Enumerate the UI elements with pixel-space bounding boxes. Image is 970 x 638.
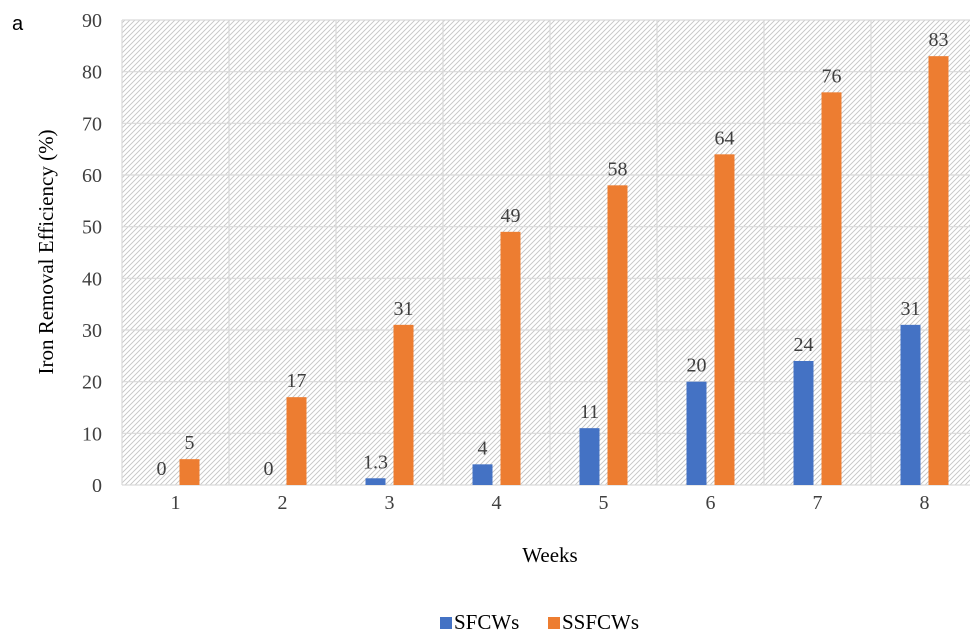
data-label: 64 <box>715 127 735 149</box>
bar-ssfcws <box>286 397 307 485</box>
x-tick-label: 1 <box>171 492 181 514</box>
bar-sfcws <box>686 381 707 485</box>
bar-sfcws <box>900 324 921 485</box>
y-tick-label: 70 <box>82 113 102 135</box>
legend-swatch <box>548 617 560 629</box>
data-label: 31 <box>394 298 414 320</box>
x-tick-label: 8 <box>920 492 930 514</box>
bar-ssfcws <box>179 459 200 485</box>
data-label: 20 <box>687 355 707 377</box>
x-tick-label: 3 <box>385 492 395 514</box>
y-axis-ticks: 0 10 20 30 40 50 60 70 80 90 <box>82 10 102 497</box>
x-tick-label: 6 <box>706 492 716 514</box>
y-tick-label: 90 <box>82 10 102 32</box>
data-label: 83 <box>929 29 949 51</box>
data-label: 5 <box>185 432 195 454</box>
x-axis-ticks: 1 2 3 4 5 6 7 8 <box>171 492 930 514</box>
y-tick-label: 20 <box>82 372 102 394</box>
data-label: 0 <box>157 458 167 480</box>
data-label: 17 <box>287 370 307 392</box>
x-tick-label: 4 <box>492 492 502 514</box>
y-axis-title: Iron Removal Efficiency (%) <box>34 129 58 374</box>
bar-ssfcws <box>393 324 414 485</box>
gridlines <box>121 19 970 486</box>
y-tick-label: 40 <box>82 268 102 290</box>
y-tick-label: 30 <box>82 320 102 342</box>
bar-sfcws <box>472 464 493 485</box>
data-label: 4 <box>478 437 488 459</box>
x-tick-label: 2 <box>278 492 288 514</box>
data-label: 1.3 <box>363 451 388 473</box>
y-tick-label: 10 <box>82 423 102 445</box>
data-label: 24 <box>794 334 814 356</box>
data-label: 76 <box>822 65 842 87</box>
y-tick-label: 80 <box>82 62 102 84</box>
bar-ssfcws <box>821 92 842 485</box>
bar-sfcws <box>793 361 814 485</box>
legend-label: SSFCWs <box>562 610 639 634</box>
y-tick-label: 60 <box>82 165 102 187</box>
plot-area <box>122 20 970 485</box>
bars <box>179 56 949 486</box>
bar-ssfcws <box>500 231 521 485</box>
bar-sfcws <box>365 478 386 485</box>
legend: SFCWs SSFCWs <box>440 610 639 634</box>
bar-ssfcws <box>607 185 628 486</box>
y-tick-label: 50 <box>82 217 102 239</box>
panel-label: a <box>12 13 24 35</box>
bar-ssfcws <box>714 154 735 486</box>
bar-ssfcws <box>928 56 949 486</box>
legend-label: SFCWs <box>454 610 519 634</box>
data-label: 49 <box>501 205 521 227</box>
data-label: 0 <box>264 458 274 480</box>
x-tick-label: 5 <box>599 492 609 514</box>
bar-sfcws <box>579 428 600 485</box>
y-tick-label: 0 <box>92 475 102 497</box>
data-label: 31 <box>901 298 921 320</box>
x-axis-title: Weeks <box>522 543 577 567</box>
legend-swatch <box>440 617 452 629</box>
x-tick-label: 7 <box>813 492 823 514</box>
data-label: 11 <box>580 401 599 423</box>
data-label: 58 <box>608 158 628 180</box>
